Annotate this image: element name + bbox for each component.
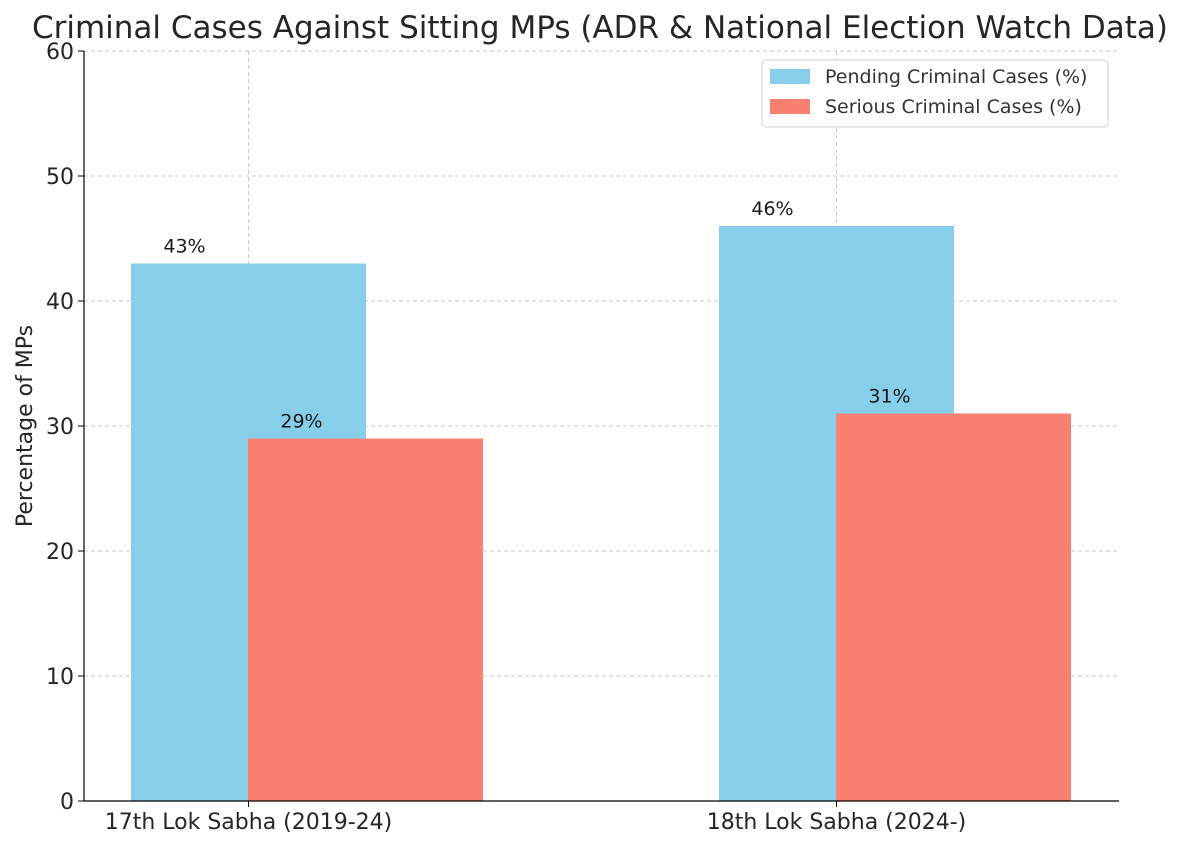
chart-title: Criminal Cases Against Sitting MPs (ADR …: [32, 10, 1168, 46]
x-ticks: 17th Lok Sabha (2019-24) 18th Lok Sabha (…: [105, 801, 967, 835]
legend-swatch-1: [770, 99, 810, 114]
data-label-serious-1: 31%: [868, 386, 910, 408]
y-tick-label-50: 50: [46, 165, 74, 190]
y-tick-label-0: 0: [60, 790, 74, 815]
y-tick-label-10: 10: [46, 665, 74, 690]
x-tick-label-1: 18th Lok Sabha (2024-): [707, 810, 967, 835]
y-tick-label-40: 40: [46, 290, 74, 315]
data-label-pending-0: 43%: [163, 236, 205, 258]
y-ticks: 0 10 20 30 40 50 60: [46, 40, 84, 815]
x-tick-label-0: 17th Lok Sabha (2019-24): [105, 810, 393, 835]
legend: Pending Criminal Cases (%) Serious Crimin…: [761, 59, 1109, 128]
bar-serious-0: [248, 438, 483, 801]
data-labels: 43% 46% 29% 31%: [163, 198, 910, 433]
legend-label-0: Pending Criminal Cases (%): [825, 66, 1087, 88]
y-axis-title: Percentage of MPs: [13, 325, 38, 527]
legend-label-1: Serious Criminal Cases (%): [825, 96, 1082, 118]
bar-serious-1: [836, 413, 1071, 801]
y-tick-label-60: 60: [46, 40, 74, 65]
data-label-serious-0: 29%: [280, 411, 322, 433]
y-tick-label-30: 30: [46, 415, 74, 440]
bars: [131, 226, 1071, 801]
y-tick-label-20: 20: [46, 540, 74, 565]
legend-swatch-0: [770, 69, 810, 84]
legend-box: [761, 59, 1109, 128]
data-label-pending-1: 46%: [751, 198, 793, 220]
